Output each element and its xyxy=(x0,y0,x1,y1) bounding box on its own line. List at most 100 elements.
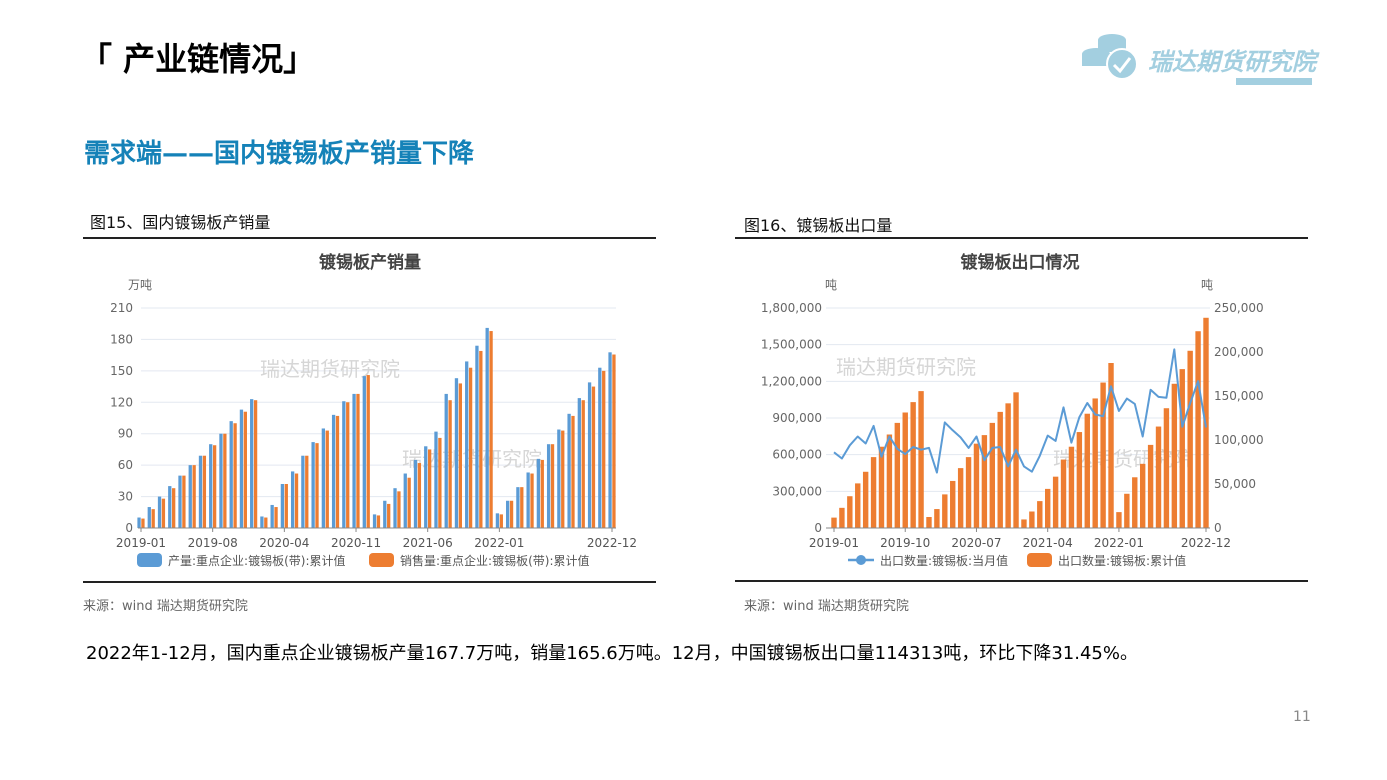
bar-sales xyxy=(479,350,483,528)
summary-text: 2022年1-12月，国内重点企业镀锡板产量167.7万吨，销量165.6万吨。… xyxy=(86,643,1138,664)
legend-label-production: 产量:重点企业:镀锡板(带):累计值 xyxy=(168,553,346,568)
bar-sales xyxy=(141,518,145,528)
bar-production xyxy=(168,486,172,528)
y-tick-label: 150 xyxy=(110,364,133,378)
bar-sales xyxy=(612,354,616,528)
bar-sales xyxy=(499,514,503,528)
x-tick-label: 2021-06 xyxy=(403,536,453,550)
bar-sales xyxy=(489,331,493,528)
bar-sales xyxy=(530,473,534,528)
figure-16-source: 来源：wind 瑞达期货研究院 xyxy=(744,599,909,614)
x-tick-label: 2019-01 xyxy=(809,536,859,550)
bar-cumulative-export xyxy=(950,480,956,528)
bar-production xyxy=(178,475,182,528)
y-left-tick-label: 1,800,000 xyxy=(761,301,822,315)
watermark: 瑞达期货研究院 xyxy=(1053,447,1193,471)
bar-cumulative-export xyxy=(981,435,988,528)
bar-production xyxy=(188,465,192,528)
bar-cumulative-export xyxy=(1124,493,1130,528)
bar-cumulative-export xyxy=(1195,331,1201,528)
y-tick-label: 210 xyxy=(110,301,133,315)
x-tick-label: 2020-11 xyxy=(331,536,381,550)
x-tick-label: 2019-08 xyxy=(188,536,238,550)
bar-sales xyxy=(274,507,278,528)
y-tick-label: 90 xyxy=(118,427,133,441)
y-tick-label: 180 xyxy=(110,332,133,346)
y-left-tick-label: 1,200,000 xyxy=(761,374,822,388)
bar-production xyxy=(383,500,387,528)
bar-cumulative-export xyxy=(1076,432,1083,528)
bar-sales xyxy=(458,383,463,528)
bar-production xyxy=(229,421,233,528)
bar-cumulative-export xyxy=(1045,488,1051,528)
bar-production xyxy=(465,361,469,528)
bar-cumulative-export xyxy=(894,422,901,528)
bar-sales xyxy=(233,423,237,528)
bar-production xyxy=(485,327,489,528)
bar-cumulative-export xyxy=(1092,398,1098,528)
bar-cumulative-export xyxy=(831,517,837,528)
bar-sales xyxy=(202,455,207,528)
bar-production xyxy=(157,496,162,528)
bar-production xyxy=(526,472,530,528)
coins-check-icon xyxy=(1082,34,1138,80)
x-tick-label: 2020-04 xyxy=(259,536,309,550)
y-right-tick-label: 200,000 xyxy=(1214,345,1264,359)
bar-sales xyxy=(182,475,186,528)
bar-cumulative-export xyxy=(878,446,885,528)
bar-cumulative-export xyxy=(1100,382,1106,528)
x-tick-label: 2022-01 xyxy=(474,536,524,550)
bar-sales xyxy=(407,477,411,528)
bar-production xyxy=(147,507,151,528)
bar-production xyxy=(475,345,479,528)
bar-production xyxy=(260,516,264,528)
bar-cumulative-export xyxy=(862,471,869,528)
bar-production xyxy=(372,514,377,528)
bar-cumulative-export xyxy=(1068,446,1075,528)
bar-production xyxy=(403,473,407,528)
bar-cumulative-export xyxy=(886,434,893,528)
bar-production xyxy=(567,413,571,528)
legend-swatch-monthly-marker xyxy=(856,555,866,565)
bar-sales xyxy=(366,375,370,528)
bar-sales xyxy=(427,449,432,528)
legend-swatch-sales xyxy=(369,553,394,567)
bar-production xyxy=(209,444,213,528)
bar-production xyxy=(352,393,356,528)
bar-cumulative-export xyxy=(997,411,1003,528)
bar-cumulative-export xyxy=(1147,444,1154,528)
bar-production xyxy=(516,487,520,528)
bar-cumulative-export xyxy=(902,412,908,528)
x-tick-label: 2022-12 xyxy=(587,536,637,550)
bar-sales xyxy=(212,445,217,528)
bar-cumulative-export xyxy=(855,483,861,528)
bar-cumulative-export xyxy=(973,443,980,528)
logo-underline xyxy=(1236,78,1312,85)
bar-cumulative-export xyxy=(989,422,995,528)
bar-sales xyxy=(264,517,268,528)
figure-15-caption: 图15、国内镀锡板产销量 xyxy=(90,213,271,232)
bar-production xyxy=(424,446,428,528)
bar-sales xyxy=(223,433,227,528)
bar-cumulative-export xyxy=(1163,408,1170,528)
bar-production xyxy=(495,513,500,528)
x-tick-label: 2020-07 xyxy=(951,536,1001,550)
y-left-tick-label: 600,000 xyxy=(772,448,822,462)
legend-swatch-cumulative xyxy=(1027,553,1052,567)
bar-sales xyxy=(151,509,155,528)
bar-cumulative-export xyxy=(1052,476,1059,528)
slide-title: 「 产业链情况」 xyxy=(80,40,316,78)
bar-production xyxy=(434,431,438,528)
watermark: 瑞达期货研究院 xyxy=(836,355,976,379)
bar-cumulative-export xyxy=(1037,501,1043,528)
bar-sales xyxy=(243,411,247,528)
bar-sales xyxy=(305,455,309,528)
bar-sales xyxy=(509,500,514,528)
bar-sales xyxy=(540,459,544,528)
bar-sales xyxy=(468,367,473,528)
bar-cumulative-export xyxy=(1187,350,1193,528)
bar-sales xyxy=(438,437,442,528)
bar-sales xyxy=(346,402,350,528)
bar-cumulative-export xyxy=(1155,426,1162,528)
